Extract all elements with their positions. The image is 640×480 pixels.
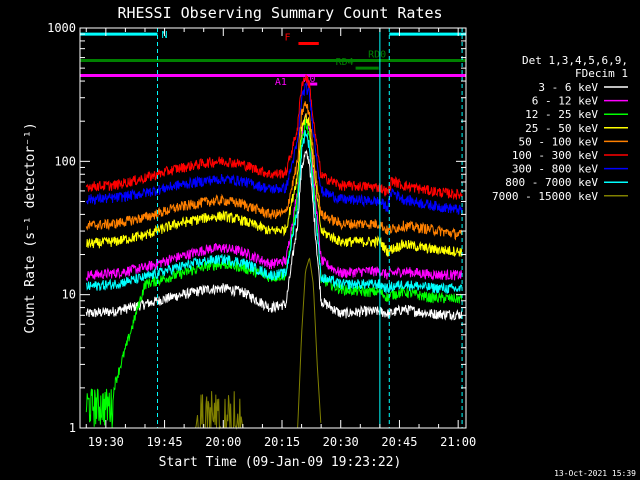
legend-entry-50-100-kev: 50 - 100 keV: [519, 135, 628, 148]
legend-entry-100-300-kev: 100 - 300 keV: [512, 149, 628, 162]
y-tick-label: 10: [62, 288, 76, 302]
legend-label: 7000 - 15000 keV: [492, 190, 598, 203]
x-tick-label: 20:45: [381, 435, 417, 449]
x-tick-label: 20:15: [264, 435, 300, 449]
y-tick-label: 1: [69, 421, 76, 435]
x-tick-label: 19:30: [88, 435, 124, 449]
state-bar-label: RD4: [336, 57, 354, 68]
x-axis: 19:30 19:45 20:00 20:15 20:30 20:45 21:00: [85, 28, 476, 449]
series-line-100-300-kev: [85, 74, 463, 201]
x-axis-label: Start Time (09-Jan-09 19:23:22): [159, 455, 402, 470]
x-tick-label: 20:00: [205, 435, 241, 449]
timestamp: 13-Oct-2021 15:39: [554, 469, 636, 478]
legend-entry-3-6-kev: 3 - 6 keV: [538, 81, 628, 94]
legend-entry-7000-15000-kev: 7000 - 15000 keV: [492, 190, 628, 203]
state-bar-label: A1: [275, 77, 287, 88]
series-line-800-7000-kev: [85, 130, 463, 295]
series-line-3-6-kev: [85, 149, 463, 321]
legend-label: 50 - 100 keV: [519, 135, 599, 148]
legend-header: Det 1,3,4,5,6,9,: [522, 54, 628, 67]
x-tick-label: 19:45: [146, 435, 182, 449]
vline-layer: [157, 28, 463, 428]
legend-entry-25-50-kev: 25 - 50 keV: [525, 122, 628, 135]
y-tick-label: 100: [54, 154, 76, 168]
state-bar-label: RD0: [368, 50, 386, 61]
state-bar-label: A0: [303, 74, 315, 85]
series-line-12-25-kev: [85, 118, 463, 428]
legend-label: 12 - 25 keV: [525, 108, 598, 121]
series-line-6-12-kev: [85, 113, 463, 282]
legend-label: 100 - 300 keV: [512, 149, 598, 162]
state-bar-a1: A1: [80, 74, 466, 88]
y-tick-label: 1000: [47, 21, 76, 35]
series-line-50-100-kev: [85, 101, 463, 241]
legend-entry-300-800-kev: 300 - 800 keV: [512, 163, 628, 176]
legend-label: 6 - 12 keV: [532, 95, 599, 108]
x-tick-label: 20:30: [323, 435, 359, 449]
x-tick-label: 21:00: [440, 435, 476, 449]
legend-label: 800 - 7000 keV: [505, 176, 598, 189]
legend-label: 300 - 800 keV: [512, 163, 598, 176]
state-bar-rd0: RD0: [80, 50, 466, 63]
legend-label: 3 - 6 keV: [538, 81, 598, 94]
plot-frame: [79, 27, 467, 429]
legend-header: FDecim 1: [575, 67, 628, 80]
legend-entry-6-12-kev: 6 - 12 keV: [532, 95, 628, 108]
y-axis-label: Count Rate (s⁻¹ detector⁻¹): [23, 122, 38, 333]
chart-title: RHESSI Observing Summary Count Rates: [117, 4, 442, 22]
y-axis: 1 10 100 1000: [47, 21, 466, 435]
state-bar-f: F: [284, 33, 319, 46]
series-line-300-800-kev: [85, 82, 463, 215]
state-bar-rd4: RD4: [336, 57, 379, 70]
state-bar-label: F: [284, 33, 290, 44]
legend-entry-12-25-kev: 12 - 25 keV: [525, 108, 628, 121]
series-line-25-50-kev: [86, 113, 463, 257]
legend-entry-800-7000-kev: 800 - 7000 keV: [505, 176, 628, 189]
legend-label: 25 - 50 keV: [525, 122, 598, 135]
